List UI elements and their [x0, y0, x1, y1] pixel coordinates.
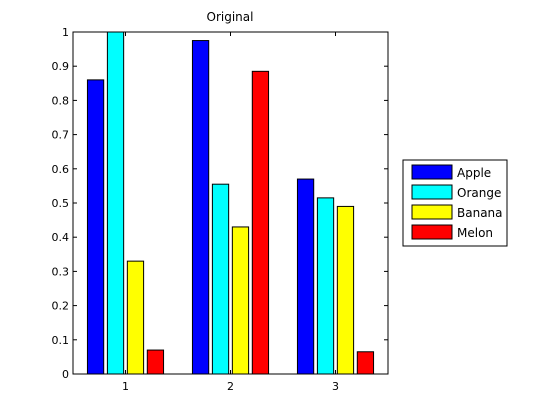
- bar-orange-3: [316, 197, 335, 375]
- bar-melon-2: [251, 70, 270, 375]
- bar-melon-1: [146, 349, 165, 375]
- bar-melon-3: [356, 351, 375, 375]
- legend-swatch-melon: [411, 224, 453, 240]
- legend-swatch-banana: [411, 204, 453, 220]
- chart-title: Original: [207, 10, 254, 24]
- y-tick-label: 0: [62, 368, 69, 381]
- bar-orange-2: [211, 183, 230, 375]
- legend-label-banana: Banana: [457, 206, 503, 220]
- bar-banana-3: [336, 205, 355, 375]
- bar-banana-2: [231, 226, 250, 375]
- bar-banana-1: [126, 260, 145, 375]
- y-tick-label: 0.3: [52, 265, 70, 278]
- bar-orange-1: [106, 31, 125, 375]
- y-tick-label: 1: [62, 26, 69, 39]
- legend-swatch-apple: [411, 164, 453, 180]
- plot-area: 0 0.1 0.2 0.3 0.4 0.5 0.6 0.7 0.8 0.9 1 1 2 3: [52, 26, 389, 393]
- y-tick-label: 0.7: [52, 129, 70, 142]
- legend-label-melon: Melon: [457, 226, 493, 240]
- bar-apple-3: [296, 178, 315, 375]
- y-tick-label: 0.8: [52, 94, 70, 107]
- y-tick-label: 0.6: [52, 163, 70, 176]
- x-tick-label: 3: [332, 380, 339, 393]
- plot-background: [73, 32, 388, 374]
- legend-label-orange: Orange: [457, 186, 501, 200]
- bar-apple-1: [86, 79, 105, 375]
- y-tick-label: 0.9: [52, 60, 70, 73]
- legend-label-apple: Apple: [457, 166, 491, 180]
- x-tick-label: 2: [227, 380, 234, 393]
- y-tick-label: 0.4: [52, 231, 70, 244]
- x-tick-label: 1: [122, 380, 129, 393]
- bar-apple-2: [191, 40, 210, 375]
- legend-swatch-orange: [411, 184, 453, 200]
- y-tick-label: 0.5: [52, 197, 70, 210]
- y-tick-label: 0.1: [52, 334, 70, 347]
- legend: Apple Orange Banana Melon: [402, 159, 508, 247]
- y-tick-label: 0.2: [52, 300, 70, 313]
